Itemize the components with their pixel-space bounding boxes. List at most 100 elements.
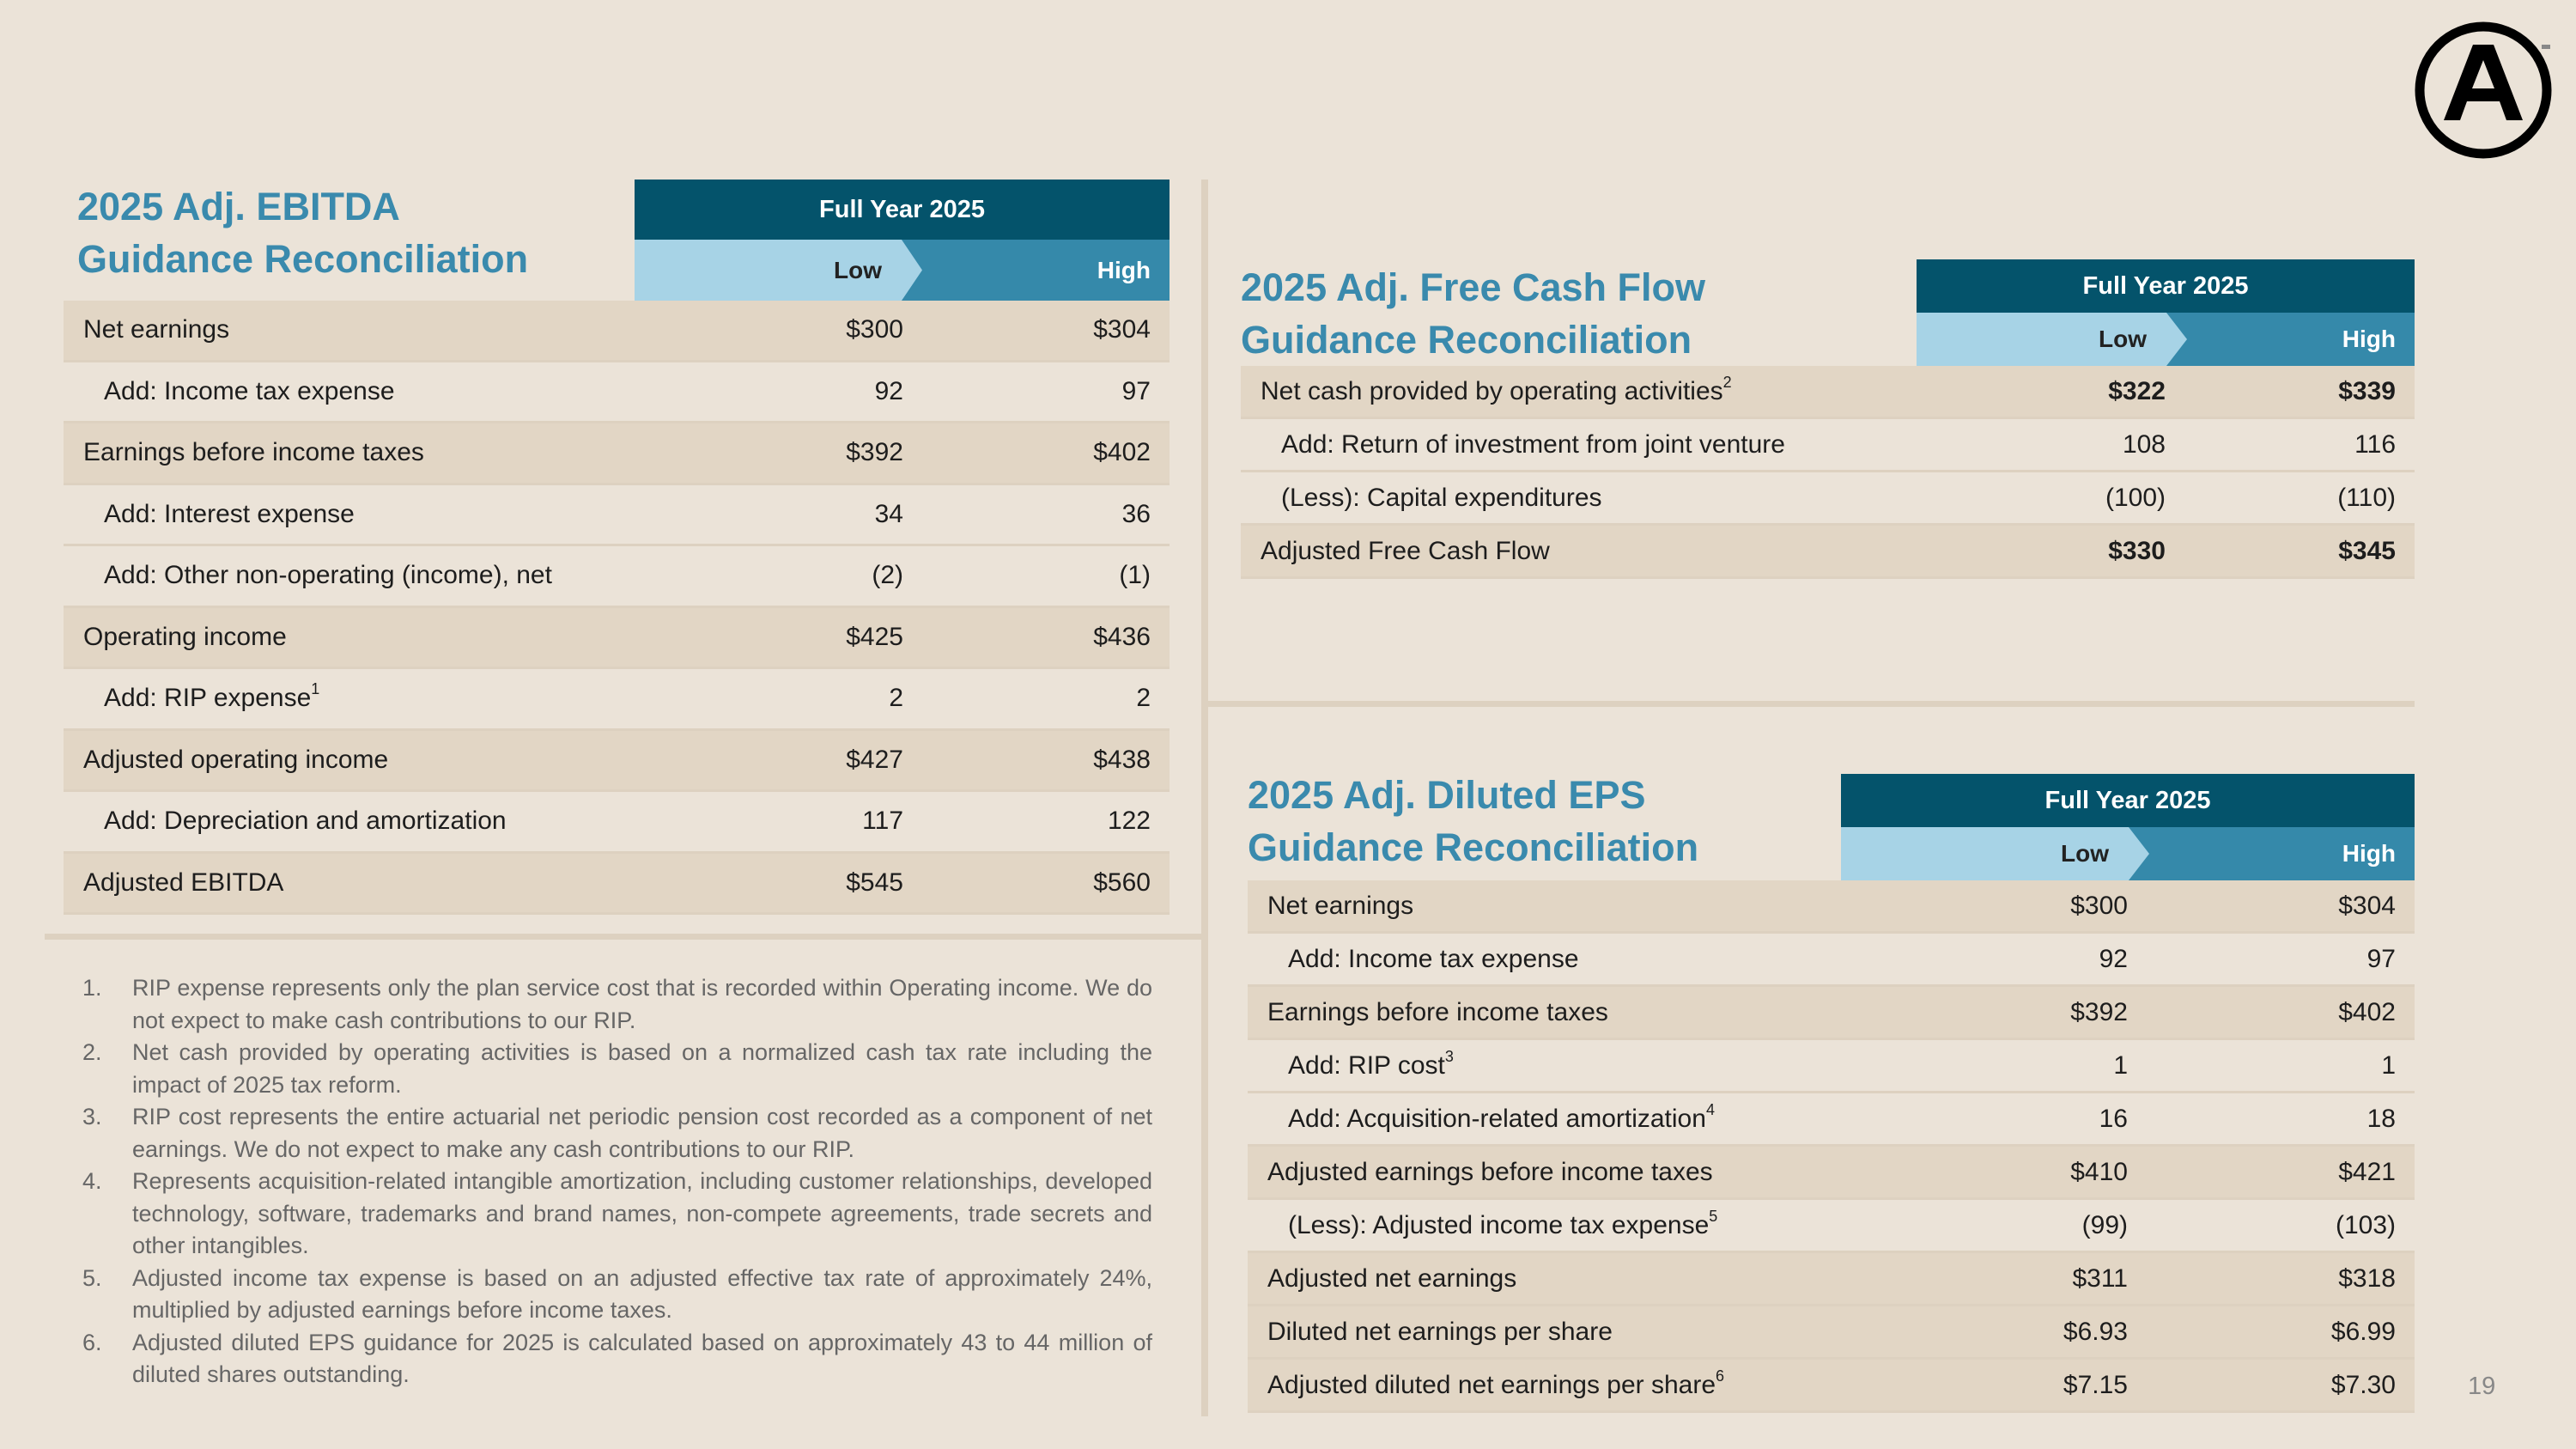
high-value: (110) xyxy=(2337,483,2396,512)
low-column-header: Low xyxy=(635,240,922,301)
high-value: $402 xyxy=(1093,438,1151,467)
table-row: Add: RIP expense1 2 2 xyxy=(64,669,1170,731)
row-label-text: Adjusted EBITDA xyxy=(83,868,284,897)
row-label-text: Add: Income tax expense xyxy=(1288,944,1579,973)
row-label-text: Add: Depreciation and amortization xyxy=(104,807,507,836)
row-label: Adjusted net earnings xyxy=(1248,1264,1870,1294)
period-header: Full Year 2025 xyxy=(1841,774,2415,827)
row-label-text: (Less): Capital expenditures xyxy=(1281,483,1602,512)
high-value: $560 xyxy=(1093,868,1151,897)
row-label-text: Net earnings xyxy=(83,315,230,344)
high-value: $345 xyxy=(2338,536,2396,565)
row-label: Add: Acquisition-related amortization4 xyxy=(1248,1101,1870,1134)
table-row: Net cash provided by operating activitie… xyxy=(1241,366,2415,419)
low-value: (100) xyxy=(2105,483,2166,512)
table-row: Operating income $425 $436 xyxy=(64,607,1170,669)
row-label: Add: RIP cost3 xyxy=(1248,1047,1870,1081)
table-row: Adjusted earnings before income taxes $41… xyxy=(1248,1147,2415,1200)
row-label: Adjusted Free Cash Flow xyxy=(1241,537,1908,566)
fcf-title: 2025 Adj. Free Cash Flow Guidance Reconc… xyxy=(1241,261,1705,366)
high-value: $436 xyxy=(1093,622,1151,651)
footnote-number: 4. xyxy=(82,1168,102,1194)
row-label-text: Add: Interest expense xyxy=(104,499,355,528)
row-label: Net earnings xyxy=(1248,892,1870,921)
vertical-divider xyxy=(1201,180,1208,1416)
table-row: Adjusted operating income $427 $438 xyxy=(64,730,1170,792)
high-value: $304 xyxy=(1093,315,1151,344)
low-value: $410 xyxy=(2070,1157,2128,1186)
footnote-text: RIP expense represents only the plan ser… xyxy=(132,975,1152,1033)
table-row: Earnings before income taxes $392 $402 xyxy=(1248,987,2415,1040)
table-row: Net earnings $300 $304 xyxy=(64,301,1170,362)
row-label-text: Earnings before income taxes xyxy=(1267,997,1608,1026)
footnote-marker: 3 xyxy=(1444,1047,1454,1065)
row-label: Add: Other non-operating (income), net xyxy=(64,561,646,590)
low-value: $427 xyxy=(846,745,903,774)
title-line: Guidance Reconciliation xyxy=(1248,825,1699,869)
footnote-item: 4. Represents acquisition-related intangi… xyxy=(82,1166,1152,1263)
footnote-text: Adjusted income tax expense is based on … xyxy=(132,1264,1152,1324)
footnote-marker: 6 xyxy=(1716,1367,1725,1385)
period-header: Full Year 2025 xyxy=(635,180,1170,240)
high-value: $421 xyxy=(2338,1157,2396,1186)
table-row: (Less): Adjusted income tax expense5 (99)… xyxy=(1248,1200,2415,1253)
table-row: Add: Income tax expense 92 97 xyxy=(1248,934,2415,987)
row-label: Net cash provided by operating activitie… xyxy=(1241,374,1908,406)
row-label-text: Adjusted diluted net earnings per share xyxy=(1267,1370,1716,1399)
table-row: Adjusted diluted net earnings per share6… xyxy=(1248,1360,2415,1413)
table-row: Add: Depreciation and amortization 117 122 xyxy=(64,792,1170,854)
table-row: Add: Acquisition-related amortization4 16… xyxy=(1248,1093,2415,1147)
footnote-text: Net cash provided by operating activitie… xyxy=(132,1039,1152,1098)
footnote-marker: 4 xyxy=(1705,1100,1715,1118)
high-value: (1) xyxy=(1119,561,1151,590)
low-value: 1 xyxy=(2113,1050,2128,1080)
high-column-header: High xyxy=(1097,256,1151,283)
table-row: Diluted net earnings per share $6.93 $6.99 xyxy=(1248,1306,2415,1360)
eps-table: Net earnings $300 $304 Add: Income tax expe… xyxy=(1248,880,2415,1413)
horizontal-divider xyxy=(1208,701,2415,707)
table-row: Add: Other non-operating (income), net (2… xyxy=(64,546,1170,608)
high-value: $6.99 xyxy=(2330,1317,2396,1346)
low-value: 108 xyxy=(2122,429,2166,459)
table-row: (Less): Capital expenditures (100) (110) xyxy=(1241,472,2415,526)
table-row: Add: Return of investment from joint ven… xyxy=(1241,419,2415,472)
high-value: $438 xyxy=(1093,745,1151,774)
low-value: 92 xyxy=(2099,944,2128,973)
high-value: 2 xyxy=(1136,684,1151,713)
row-label: Add: Depreciation and amortization xyxy=(64,807,646,836)
footnote-number: 6. xyxy=(82,1329,102,1355)
row-label: Net earnings xyxy=(64,315,646,344)
low-value: 16 xyxy=(2099,1104,2128,1133)
high-value: $7.30 xyxy=(2330,1370,2396,1399)
low-value: $311 xyxy=(2072,1263,2128,1293)
low-value: $425 xyxy=(846,622,903,651)
row-label: Earnings before income taxes xyxy=(1248,998,1870,1027)
low-value: (2) xyxy=(872,561,903,590)
ebitda-header: Full Year 2025 Low High xyxy=(635,180,1170,301)
footnote-item: 2. Net cash provided by operating activit… xyxy=(82,1037,1152,1101)
row-label: Add: Income tax expense xyxy=(1248,945,1870,974)
table-row: Adjusted EBITDA $545 $560 xyxy=(64,853,1170,915)
table-row: Add: RIP cost3 1 1 xyxy=(1248,1040,2415,1093)
footnotes: 1. RIP expense represents only the plan s… xyxy=(82,972,1152,1391)
row-label: Add: Interest expense xyxy=(64,500,646,529)
low-value: $322 xyxy=(2108,376,2166,405)
row-label-text: Add: Income tax expense xyxy=(104,376,395,405)
low-value: $392 xyxy=(846,438,903,467)
footnote-marker: 5 xyxy=(1709,1207,1718,1225)
table-row: Adjusted Free Cash Flow $330 $345 xyxy=(1241,526,2415,579)
low-value: $545 xyxy=(846,868,903,897)
high-value: 116 xyxy=(2354,429,2396,459)
row-label-text: Adjusted Free Cash Flow xyxy=(1261,536,1550,565)
footnote-item: 1. RIP expense represents only the plan s… xyxy=(82,972,1152,1037)
low-column-header: Low xyxy=(1841,827,2149,880)
row-label: Adjusted earnings before income taxes xyxy=(1248,1158,1870,1187)
row-label-text: Add: Other non-operating (income), net xyxy=(104,561,552,590)
low-value: $330 xyxy=(2108,536,2166,565)
footnote-item: 3. RIP cost represents the entire actuari… xyxy=(82,1101,1152,1166)
row-label-text: Net earnings xyxy=(1267,891,1414,920)
row-label: Add: RIP expense1 xyxy=(64,680,646,713)
high-value: $402 xyxy=(2338,997,2396,1026)
low-value: $300 xyxy=(2070,891,2128,920)
footnote-number: 3. xyxy=(82,1104,102,1129)
